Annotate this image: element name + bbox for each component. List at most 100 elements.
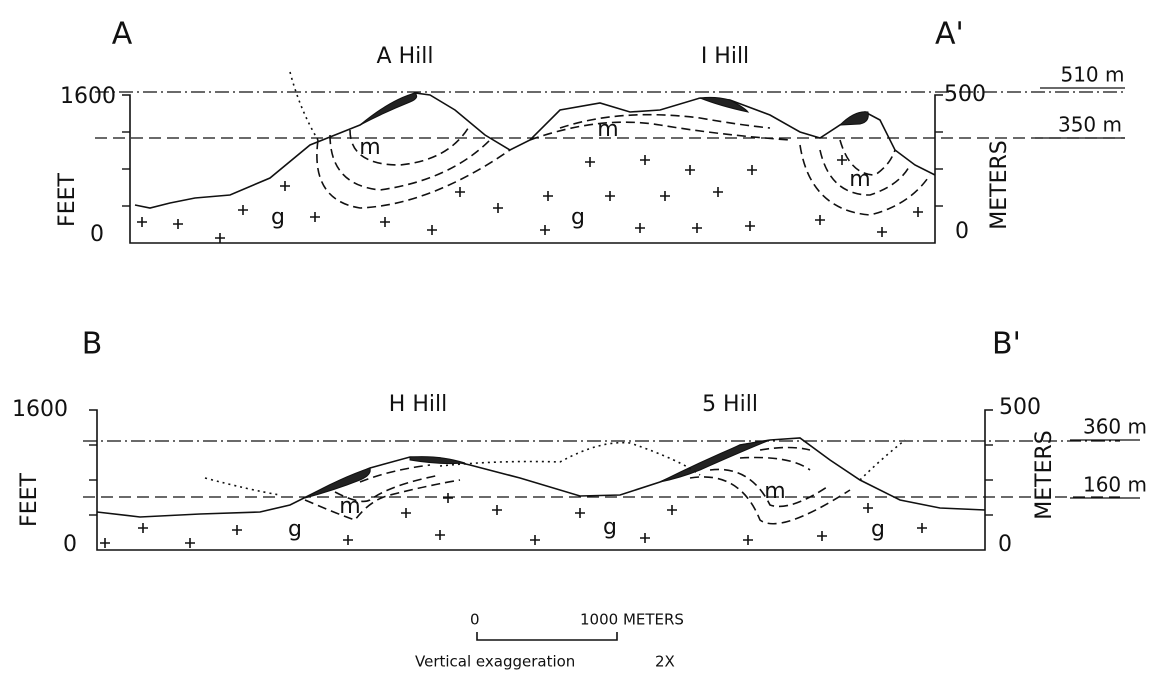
- topography: [135, 93, 935, 208]
- granite-symbol: [575, 508, 585, 518]
- rock-label: m: [359, 135, 380, 160]
- right-tick-label: 0: [998, 532, 1012, 557]
- scale-end: 1000 METERS: [580, 611, 684, 629]
- granite-symbol: [343, 535, 353, 545]
- granite-symbol: [917, 523, 927, 533]
- granite-symbol: [401, 508, 411, 518]
- hill-name: H Hill: [389, 392, 447, 417]
- granite-symbol: [685, 165, 695, 175]
- granite-symbol: [185, 538, 195, 548]
- granite-symbol: [492, 505, 502, 515]
- granite-symbol: [743, 535, 753, 545]
- granite-symbol: [667, 505, 677, 515]
- level-label: 510 m: [1060, 63, 1124, 87]
- granite-symbol: [455, 187, 465, 197]
- hill-name: I Hill: [701, 44, 749, 69]
- rock-label: g: [288, 517, 302, 542]
- granite-symbol: [605, 191, 615, 201]
- scale-note: Vertical exaggeration: [415, 653, 575, 671]
- fault: [290, 72, 318, 140]
- left-tick-label: 1600: [60, 84, 116, 109]
- right-axis-label: METERS: [987, 140, 1012, 229]
- granite-symbol: [310, 212, 320, 222]
- granite-symbol: [585, 157, 595, 167]
- fold-contact: [317, 140, 510, 208]
- hill-name: A Hill: [377, 44, 434, 69]
- rock-label: m: [339, 494, 360, 519]
- cap-rock: [840, 112, 868, 125]
- granite-symbol: [427, 225, 437, 235]
- granite-symbol: [745, 221, 755, 231]
- scale-line: [477, 632, 617, 640]
- scale-bar: 0 1000 METERS Vertical exaggeration 2X: [415, 611, 684, 671]
- topography: [97, 438, 985, 517]
- rock-label: g: [271, 205, 285, 230]
- granite-symbol: [215, 233, 225, 243]
- rock-label: m: [597, 117, 618, 142]
- granite-symbol: [100, 538, 110, 548]
- level-label: 350 m: [1058, 113, 1122, 137]
- rock-label: m: [849, 167, 870, 192]
- cap-rock: [360, 93, 417, 125]
- granite-symbol: [443, 493, 453, 503]
- granite-symbol: [137, 217, 147, 227]
- granite-symbol: [640, 533, 650, 543]
- granite-symbol: [138, 523, 148, 533]
- cross-sections: 0 1000 METERS Vertical exaggeration 2X A…: [0, 0, 1167, 673]
- cap-rock: [660, 440, 770, 482]
- rock-label: g: [571, 205, 585, 230]
- left-tick-label: 0: [90, 222, 104, 247]
- granite-symbol: [863, 503, 873, 513]
- eroded-profile: [440, 440, 905, 480]
- granite-symbol: [692, 223, 702, 233]
- hill-name: 5 Hill: [702, 392, 758, 417]
- granite-symbol: [877, 227, 887, 237]
- fold-contact: [330, 135, 490, 190]
- granite-symbol: [817, 531, 827, 541]
- granite-symbol: [543, 191, 553, 201]
- fold-contact: [740, 458, 810, 471]
- rock-label: g: [871, 517, 885, 542]
- granite-symbol: [232, 525, 242, 535]
- granite-symbol: [380, 217, 390, 227]
- fault: [205, 478, 280, 495]
- scale-start: 0: [470, 611, 480, 629]
- section-label: A: [112, 17, 133, 52]
- scale-exaggeration: 2X: [655, 653, 675, 671]
- granite-symbol: [913, 207, 923, 217]
- fold-contact: [530, 122, 790, 140]
- granite-symbol: [435, 530, 445, 540]
- granite-symbol: [635, 223, 645, 233]
- granite-symbol: [173, 219, 183, 229]
- level-label: 160 m: [1083, 473, 1147, 497]
- granite-symbol: [713, 187, 723, 197]
- right-axis-label: METERS: [1032, 430, 1057, 519]
- cap-rock: [410, 457, 465, 464]
- left-tick-label: 0: [63, 532, 77, 557]
- granite-symbol: [530, 535, 540, 545]
- fold-contact: [760, 448, 810, 451]
- left-tick-label: 1600: [12, 397, 68, 422]
- right-tick-label: 0: [955, 219, 969, 244]
- granite-symbol: [747, 165, 757, 175]
- granite-symbol: [837, 155, 847, 165]
- right-tick-label: 500: [944, 82, 986, 107]
- left-axis-label: FEET: [55, 172, 80, 226]
- rock-label: g: [603, 515, 617, 540]
- granite-symbol: [280, 181, 290, 191]
- granite-symbol: [815, 215, 825, 225]
- left-axis-label: FEET: [17, 472, 42, 526]
- granite-symbol: [540, 225, 550, 235]
- granite-symbol: [640, 155, 650, 165]
- section-label: B': [992, 327, 1021, 362]
- granite-symbol: [493, 203, 503, 213]
- right-tick-label: 500: [999, 395, 1041, 420]
- level-label: 360 m: [1083, 415, 1147, 439]
- rock-label: m: [764, 479, 785, 504]
- section-label: B: [82, 327, 103, 362]
- fold-contact: [560, 115, 770, 128]
- section-label: A': [935, 17, 964, 52]
- granite-symbol: [238, 205, 248, 215]
- granite-symbol: [660, 191, 670, 201]
- frame: [89, 410, 993, 550]
